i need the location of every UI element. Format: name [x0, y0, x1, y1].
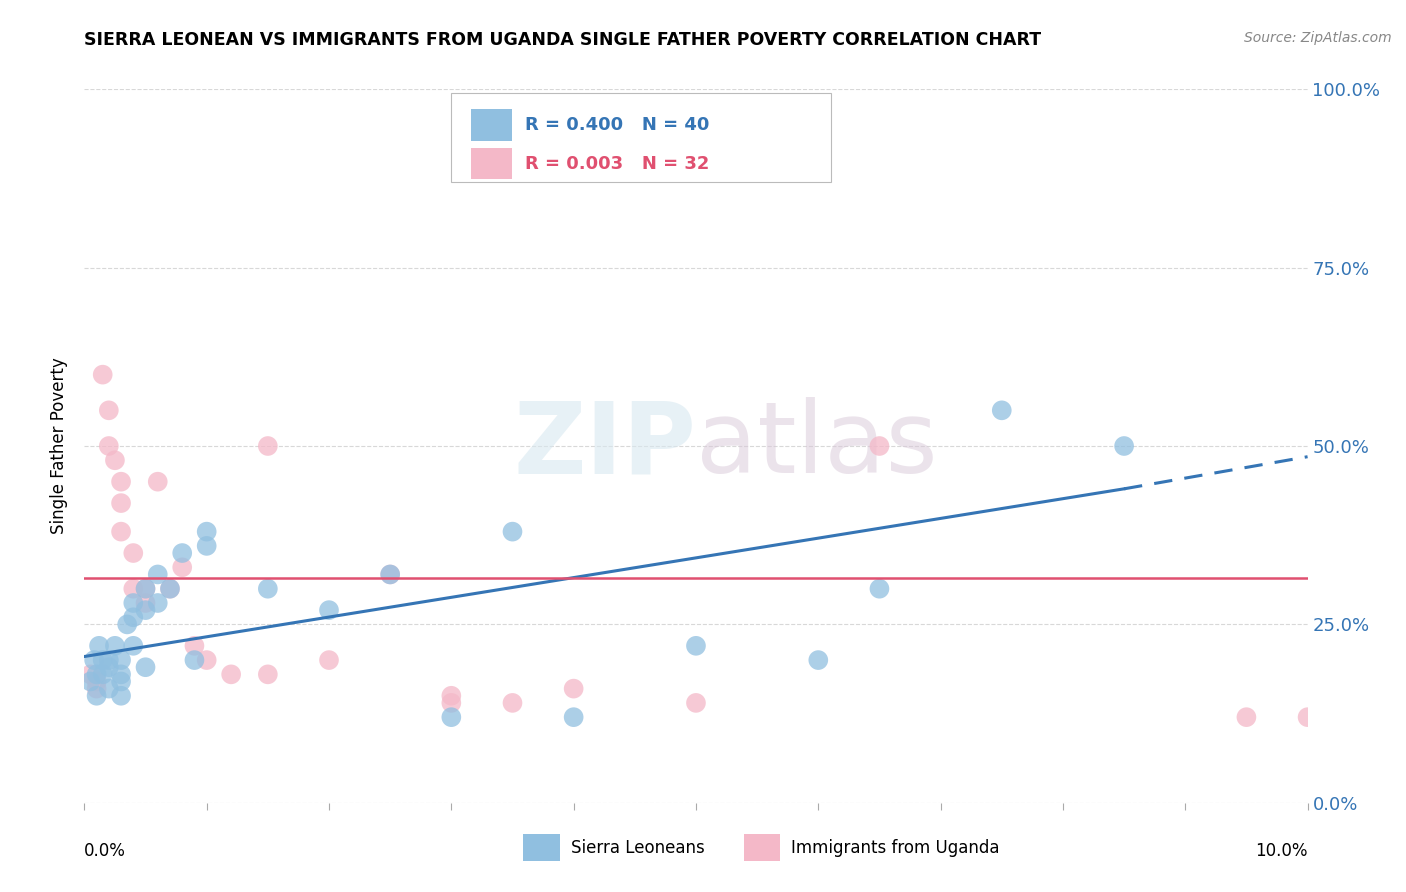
Point: [86, 674, 108, 689]
Point: [183, 639, 205, 653]
Point: [91, 653, 114, 667]
Point: [110, 674, 132, 689]
Point: [195, 524, 218, 539]
Point: [440, 689, 463, 703]
Text: atlas: atlas: [696, 398, 938, 494]
Point: [502, 696, 524, 710]
Point: [172, 546, 194, 560]
Point: [1296, 710, 1319, 724]
Point: [110, 496, 132, 510]
Point: [86, 689, 108, 703]
Point: [257, 582, 280, 596]
FancyBboxPatch shape: [744, 834, 780, 861]
Point: [991, 403, 1014, 417]
Point: [146, 596, 169, 610]
Point: [97, 403, 120, 417]
Text: 10.0%: 10.0%: [1256, 842, 1308, 860]
Point: [86, 681, 108, 696]
Point: [97, 681, 120, 696]
Point: [79, 667, 101, 681]
Point: [135, 660, 157, 674]
Point: [135, 582, 157, 596]
Point: [87, 639, 110, 653]
Point: [115, 617, 138, 632]
Point: [122, 582, 145, 596]
Point: [1114, 439, 1136, 453]
Point: [1236, 710, 1258, 724]
Point: [562, 710, 585, 724]
Point: [318, 653, 340, 667]
Text: SIERRA LEONEAN VS IMMIGRANTS FROM UGANDA SINGLE FATHER POVERTY CORRELATION CHART: SIERRA LEONEAN VS IMMIGRANTS FROM UGANDA…: [84, 31, 1042, 49]
Point: [869, 439, 891, 453]
Text: 0.0%: 0.0%: [84, 842, 127, 860]
Y-axis label: Single Father Poverty: Single Father Poverty: [51, 358, 69, 534]
Point: [562, 681, 585, 696]
Point: [183, 653, 205, 667]
Point: [86, 667, 108, 681]
Point: [380, 567, 402, 582]
Point: [685, 696, 707, 710]
Point: [869, 582, 891, 596]
Point: [122, 596, 145, 610]
Point: [380, 567, 402, 582]
Text: R = 0.400   N = 40: R = 0.400 N = 40: [524, 116, 709, 134]
Point: [110, 475, 132, 489]
Point: [97, 660, 120, 674]
Point: [104, 453, 127, 467]
Point: [159, 582, 181, 596]
Point: [195, 539, 218, 553]
Point: [83, 653, 105, 667]
Point: [257, 667, 280, 681]
Point: [110, 689, 132, 703]
Point: [97, 653, 120, 667]
Point: [440, 696, 463, 710]
Point: [159, 582, 181, 596]
Point: [146, 475, 169, 489]
Point: [318, 603, 340, 617]
Point: [110, 524, 132, 539]
Point: [97, 439, 120, 453]
FancyBboxPatch shape: [451, 93, 831, 182]
Point: [135, 582, 157, 596]
Point: [257, 439, 280, 453]
FancyBboxPatch shape: [471, 148, 513, 179]
Text: R = 0.003   N = 32: R = 0.003 N = 32: [524, 154, 709, 173]
Text: Sierra Leoneans: Sierra Leoneans: [571, 838, 704, 856]
Point: [685, 639, 707, 653]
Point: [91, 667, 114, 681]
Point: [110, 653, 132, 667]
Point: [195, 653, 218, 667]
Point: [502, 524, 524, 539]
Point: [219, 667, 242, 681]
Point: [122, 639, 145, 653]
Point: [172, 560, 194, 574]
FancyBboxPatch shape: [523, 834, 560, 861]
FancyBboxPatch shape: [471, 110, 513, 141]
Point: [79, 674, 101, 689]
Text: ZIP: ZIP: [513, 398, 696, 494]
Text: Immigrants from Uganda: Immigrants from Uganda: [792, 838, 1000, 856]
Point: [146, 567, 169, 582]
Point: [110, 667, 132, 681]
Point: [807, 653, 830, 667]
Point: [91, 368, 114, 382]
Point: [135, 603, 157, 617]
Text: Source: ZipAtlas.com: Source: ZipAtlas.com: [1244, 31, 1392, 45]
Point: [122, 610, 145, 624]
Point: [122, 546, 145, 560]
Point: [104, 639, 127, 653]
Point: [135, 596, 157, 610]
Point: [440, 710, 463, 724]
